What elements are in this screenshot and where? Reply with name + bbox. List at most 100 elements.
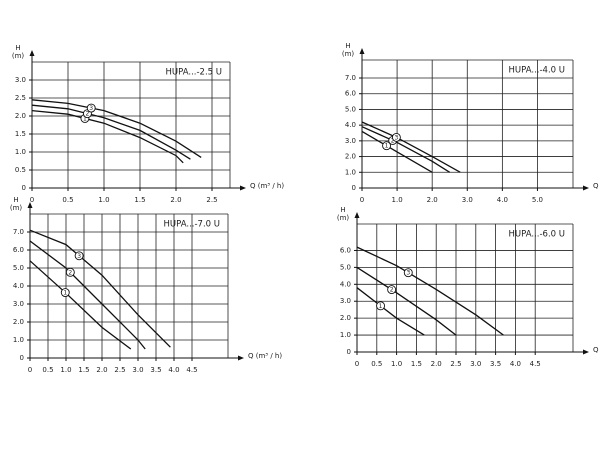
x-tick-label: 3.0 — [132, 366, 143, 374]
curve-marker — [391, 132, 401, 142]
curve-label: 2 — [86, 111, 90, 118]
pump-curve — [361, 126, 451, 173]
y-tick-label: 0 — [20, 354, 24, 362]
pump-curve — [29, 229, 171, 348]
curve-label: 2 — [391, 137, 395, 144]
curve-label: 1 — [83, 115, 87, 122]
x-tick-label: 3.5 — [490, 360, 501, 368]
y-tick-label: 5.0 — [340, 263, 351, 271]
y-arrow — [359, 48, 365, 54]
chart-title: HUPA...-7.0 U — [164, 220, 220, 230]
x-tick-label: 1.5 — [411, 360, 422, 368]
x-tick-label: 0 — [30, 196, 34, 204]
x-tick-label: 0.5 — [42, 366, 53, 374]
y-tick-label: 3.0 — [15, 76, 26, 84]
x-axis-label: Q (m³ / h) — [593, 182, 600, 190]
y-tick-label: 2.0 — [340, 314, 351, 322]
curve-label: 3 — [394, 134, 398, 141]
chart-panel: 0 0.5 1.0 1.5 2.0 2.500.51.01.52.02.53.0H(m)Q… — [12, 44, 284, 204]
y-tick-label: 6.0 — [340, 246, 351, 254]
pump-curve — [31, 104, 191, 160]
curve-marker — [387, 285, 397, 295]
x-axis-label: Q (m³ / h) — [250, 182, 284, 190]
x-tick-label: 2.0 — [431, 360, 442, 368]
y-tick-label: 1.5 — [15, 130, 26, 138]
x-arrow — [240, 185, 246, 191]
y-tick-label: 1.0 — [15, 148, 26, 156]
curve-marker — [382, 141, 392, 151]
x-tick-label: 0 — [360, 196, 364, 204]
x-tick-label: 3.5 — [150, 366, 161, 374]
y-tick-label: 3.0 — [340, 297, 351, 305]
y-tick-label: 1.0 — [13, 336, 24, 344]
y-axis-unit: (m) — [12, 52, 25, 60]
x-tick-label: 2.0 — [96, 366, 107, 374]
chart-title: HUPA...-4.0 U — [509, 66, 565, 76]
x-tick-label: 0.5 — [371, 360, 382, 368]
pump-curve — [361, 130, 433, 173]
y-arrow — [354, 212, 360, 218]
y-axis-label: H — [13, 196, 18, 204]
y-tick-label: 3.0 — [345, 137, 356, 145]
pump-curve — [29, 240, 146, 350]
curve-label: 1 — [379, 303, 383, 310]
x-arrow — [583, 349, 589, 355]
y-tick-label: 7.0 — [345, 74, 356, 82]
x-tick-label: 2.5 — [114, 366, 125, 374]
y-arrow — [27, 202, 33, 208]
y-tick-label: 2.0 — [13, 318, 24, 326]
y-tick-label: 0 — [347, 348, 351, 356]
x-arrow — [238, 355, 244, 361]
x-tick-label: 1.0 — [60, 366, 71, 374]
chart-title: HUPA...-2.5 U — [166, 68, 222, 78]
curve-label: 3 — [77, 253, 81, 260]
y-tick-label: 2.5 — [15, 94, 26, 102]
pump-curve — [356, 287, 425, 336]
y-tick-label: 1.0 — [345, 168, 356, 176]
x-tick-label: 5.0 — [532, 196, 543, 204]
curve-marker — [86, 103, 96, 113]
curve-label: 2 — [68, 269, 72, 276]
x-axis-label: Q (m³ / h) — [593, 346, 600, 354]
x-tick-label: 2.5 — [206, 196, 217, 204]
x-tick-label: 4.0 — [497, 196, 508, 204]
x-tick-label: 0 — [28, 366, 32, 374]
y-tick-label: 2.0 — [15, 112, 26, 120]
x-tick-label: 3.0 — [470, 360, 481, 368]
x-tick-label: 3.0 — [462, 196, 473, 204]
x-tick-label: 1.0 — [391, 360, 402, 368]
y-tick-label: 5.0 — [13, 264, 24, 272]
curve-label: 2 — [390, 287, 394, 294]
x-tick-label: 1.0 — [98, 196, 109, 204]
x-tick-label: 1.5 — [134, 196, 145, 204]
y-tick-label: 4.0 — [340, 280, 351, 288]
y-tick-label: 4.0 — [345, 121, 356, 129]
chart-panel: 0 1.0 2.0 3.0 4.0 5.0 0 1.0 2.0 3.0 4.0 5.0 6.0 7.0 H(… — [342, 42, 600, 204]
chart-panel: 0 0.5 1.0 1.5 2.0 2.5 3.0 3.5 4.0 4.5 0 1.0 2.0 3.0 4.… — [10, 196, 282, 374]
curve-marker — [65, 267, 75, 277]
y-tick-label: 0 — [352, 184, 356, 192]
x-tick-label: 4.0 — [168, 366, 179, 374]
y-tick-label: 0 — [22, 184, 26, 192]
y-axis-unit: (m) — [10, 204, 23, 212]
y-tick-label: 1.0 — [340, 331, 351, 339]
x-tick-label: 4.5 — [186, 366, 197, 374]
y-tick-label: 3.0 — [13, 300, 24, 308]
curve-label: 1 — [385, 143, 389, 150]
y-axis-label: H — [15, 44, 20, 52]
y-tick-label: 5.0 — [345, 105, 356, 113]
curve-label: 1 — [63, 290, 67, 297]
x-axis-label: Q (m³ / h) — [248, 352, 282, 360]
y-tick-label: 6.0 — [345, 90, 356, 98]
x-tick-label: 2.0 — [427, 196, 438, 204]
pump-curve — [29, 260, 132, 350]
curve-label: 3 — [89, 105, 93, 112]
curve-marker — [403, 268, 413, 278]
y-axis-label: H — [345, 42, 350, 50]
curve-marker — [376, 301, 386, 311]
x-tick-label: 1.5 — [78, 366, 89, 374]
pump-curve — [356, 246, 504, 336]
y-tick-label: 7.0 — [13, 228, 24, 236]
curve-label: 3 — [406, 270, 410, 277]
x-tick-label: 1.0 — [392, 196, 403, 204]
